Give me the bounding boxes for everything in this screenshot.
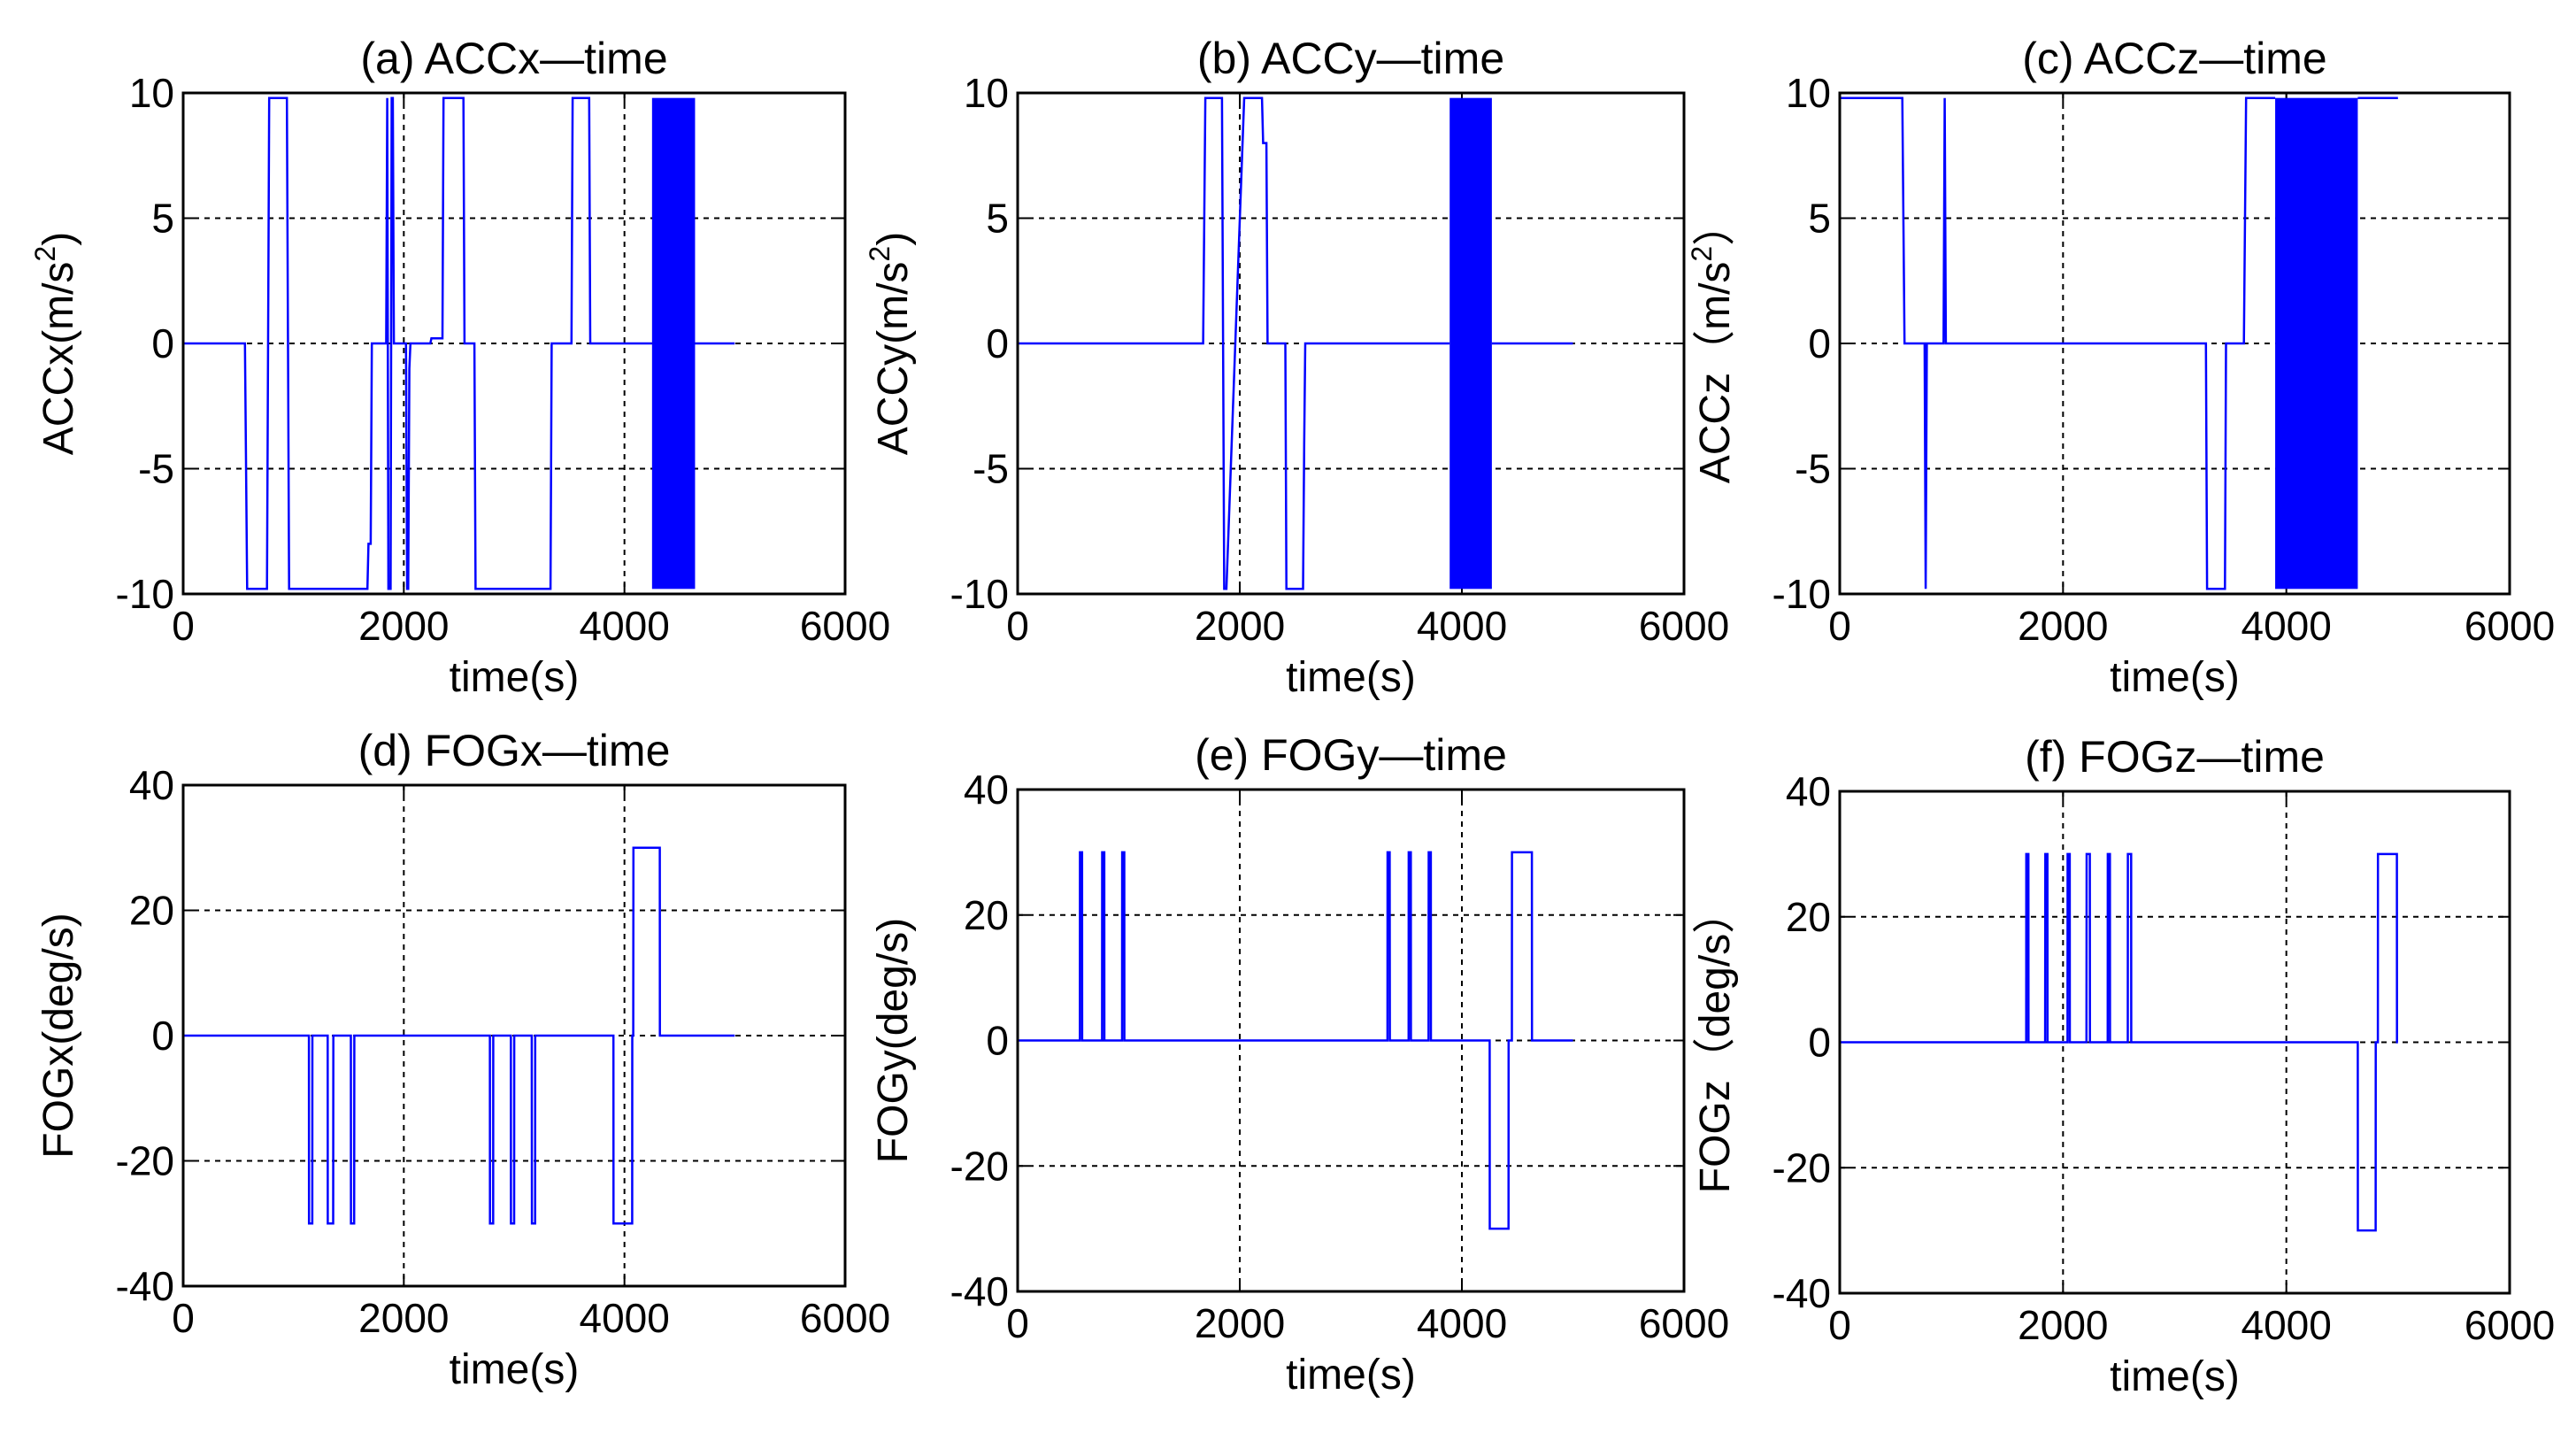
x-tick-label: 0 (1006, 603, 1029, 649)
plot-border (1838, 91, 2511, 596)
x-tick-label: 0 (1006, 1300, 1029, 1346)
x-axis-label: time(s) (2110, 654, 2240, 701)
chart-title: (e) FOGy—time (1195, 730, 1507, 780)
y-tick-label: -40 (1772, 1270, 1831, 1316)
y-tick-label: -40 (950, 1268, 1009, 1314)
x-tick-label: 4000 (2241, 1302, 2331, 1348)
y-tick-label: 0 (986, 1018, 1009, 1064)
chart-panel-3: 0 2000 4000 6000 -10 -5 0 5 10 (c) ACCz—time time(… (1686, 34, 2555, 701)
y-tick-label: -10 (950, 571, 1009, 617)
x-tick-label: 6000 (1639, 603, 1729, 649)
series-line-fogx (183, 846, 735, 1225)
x-tick-label: 4000 (579, 603, 669, 649)
chart-title: (f) FOGz—time (2025, 732, 2325, 782)
plot-border (1838, 790, 2511, 1295)
x-tick-label: 0 (1828, 603, 1851, 649)
x-tick-label: 2000 (1195, 1300, 1285, 1346)
x-tick-label: 0 (1828, 1302, 1851, 1348)
x-axis-label: time(s) (1286, 654, 1416, 701)
y-axis-label: ACCx(m/s2) (29, 232, 82, 455)
oscillation-band (2275, 97, 2358, 590)
y-axis-label: FOGx(deg/s) (35, 913, 82, 1158)
x-tick-label: 6000 (2465, 603, 2555, 649)
y-tick-label: 0 (986, 320, 1009, 366)
y-tick-label: 0 (1808, 320, 1831, 366)
x-tick-label: 6000 (1639, 1300, 1729, 1346)
chart-title: (b) ACCy—time (1197, 34, 1504, 83)
y-tick-label: 10 (964, 70, 1009, 116)
series-line-accy (1018, 96, 1450, 590)
y-tick-label: -10 (116, 571, 174, 617)
plot-border (1016, 91, 1686, 596)
y-axis-label: FOGz（deg/s） (1692, 891, 1739, 1193)
y-tick-label: -40 (116, 1263, 174, 1309)
y-tick-label: -20 (950, 1143, 1009, 1189)
x-axis-label: time(s) (450, 1346, 580, 1393)
y-tick-label: 0 (151, 1013, 174, 1059)
plot-border (181, 783, 847, 1288)
y-tick-label: 10 (1786, 70, 1831, 116)
x-tick-label: 2000 (2018, 1302, 2108, 1348)
y-tick-label: -20 (1772, 1144, 1831, 1191)
y-tick-label: 5 (1808, 196, 1831, 242)
x-axis-label: time(s) (450, 654, 580, 701)
y-tick-label: -5 (138, 446, 174, 492)
x-tick-label: 2000 (1195, 603, 1285, 649)
series-line-fogy (1018, 851, 1573, 1230)
x-tick-label: 6000 (2465, 1302, 2555, 1348)
series-line-accx (183, 96, 652, 590)
chart-title: (d) FOGx—time (358, 726, 671, 775)
x-tick-label: 0 (172, 1295, 195, 1341)
x-tick-label: 4000 (1417, 1300, 1507, 1346)
oscillation-band (651, 97, 696, 590)
x-tick-label: 2000 (358, 1295, 449, 1341)
y-tick-label: 40 (129, 762, 174, 808)
y-tick-label: 5 (151, 196, 174, 242)
chart-panel-5: 0 2000 4000 6000 -40 -20 0 20 40 (e) FOGy—time tim… (870, 730, 1729, 1399)
y-axis-label: FOGy(deg/s) (870, 918, 917, 1163)
y-tick-label: -20 (116, 1138, 174, 1184)
plot-border (1016, 788, 1686, 1293)
x-tick-label: 0 (172, 603, 195, 649)
y-tick-label: -5 (973, 446, 1009, 492)
y-tick-label: 0 (151, 320, 174, 366)
y-tick-label: -5 (1795, 446, 1831, 492)
y-tick-label: -10 (1772, 571, 1831, 617)
x-tick-label: 2000 (358, 603, 449, 649)
x-tick-label: 4000 (579, 1295, 669, 1341)
chart-panel-2: 0 2000 4000 6000 -10 -5 0 5 10 (b) ACCy—time time(… (864, 34, 1729, 701)
x-axis-label: time(s) (1286, 1352, 1416, 1399)
chart-title: (c) ACCz—time (2022, 34, 2326, 83)
chart-panel-6: 0 2000 4000 6000 -40 -20 0 20 40 (f) FOGz—time tim… (1692, 732, 2555, 1400)
x-axis-label: time(s) (2110, 1353, 2240, 1400)
y-tick-label: 40 (1786, 768, 1831, 814)
x-tick-label: 6000 (800, 603, 890, 649)
plot-border (181, 91, 847, 596)
y-axis-label: ACCy(m/s2) (864, 232, 917, 455)
x-tick-label: 6000 (800, 1295, 890, 1341)
y-tick-label: 20 (964, 892, 1009, 938)
y-tick-label: 5 (986, 196, 1009, 242)
chart-title: (a) ACCx—time (360, 34, 667, 83)
chart-panel-4: 0 2000 4000 6000 -40 -20 0 20 40 (d) FOGx—time tim… (35, 726, 890, 1393)
y-axis-label: ACCz（m/s2） (1686, 204, 1739, 483)
y-tick-label: 20 (129, 888, 174, 934)
x-tick-label: 4000 (1417, 603, 1507, 649)
chart-panel-1: 0 2000 4000 6000 -10 -5 0 5 10 (a) ACCx—time time(… (29, 34, 890, 701)
x-tick-label: 4000 (2241, 603, 2331, 649)
y-tick-label: 40 (964, 767, 1009, 813)
oscillation-band (1449, 97, 1492, 590)
series-line-fogz (1840, 852, 2398, 1232)
series-line-accz (1840, 96, 2276, 590)
x-tick-label: 2000 (2018, 603, 2108, 649)
y-tick-label: 20 (1786, 894, 1831, 940)
y-tick-label: 0 (1808, 1020, 1831, 1066)
y-tick-label: 10 (129, 70, 174, 116)
